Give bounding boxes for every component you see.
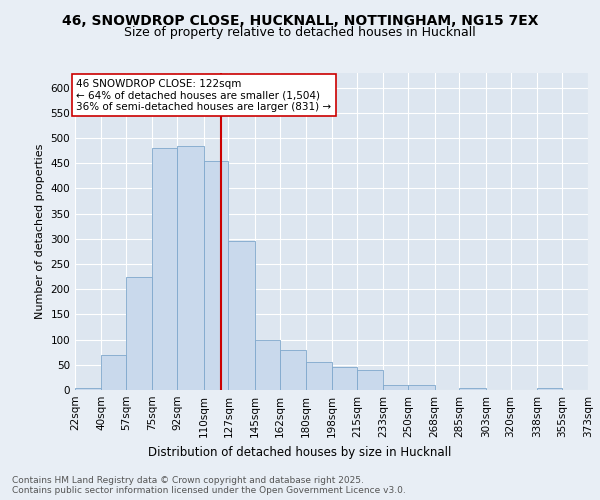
Bar <box>332 368 357 390</box>
Bar <box>75 388 101 390</box>
Bar <box>229 242 255 390</box>
Bar <box>255 340 280 390</box>
Bar <box>126 276 152 390</box>
Bar <box>306 362 332 390</box>
Bar <box>357 370 383 390</box>
Text: Size of property relative to detached houses in Hucknall: Size of property relative to detached ho… <box>124 26 476 39</box>
Y-axis label: Number of detached properties: Number of detached properties <box>35 144 45 319</box>
Bar <box>101 354 126 390</box>
Bar <box>408 385 434 390</box>
Bar <box>280 350 306 390</box>
Text: Contains HM Land Registry data © Crown copyright and database right 2025.
Contai: Contains HM Land Registry data © Crown c… <box>12 476 406 496</box>
Bar <box>203 160 229 390</box>
Text: Distribution of detached houses by size in Hucknall: Distribution of detached houses by size … <box>148 446 452 459</box>
Bar <box>383 385 408 390</box>
Bar <box>537 388 562 390</box>
Text: 46 SNOWDROP CLOSE: 122sqm
← 64% of detached houses are smaller (1,504)
36% of se: 46 SNOWDROP CLOSE: 122sqm ← 64% of detac… <box>76 78 332 112</box>
Text: 46, SNOWDROP CLOSE, HUCKNALL, NOTTINGHAM, NG15 7EX: 46, SNOWDROP CLOSE, HUCKNALL, NOTTINGHAM… <box>62 14 538 28</box>
Bar <box>178 146 203 390</box>
Bar <box>152 148 178 390</box>
Bar <box>460 388 485 390</box>
